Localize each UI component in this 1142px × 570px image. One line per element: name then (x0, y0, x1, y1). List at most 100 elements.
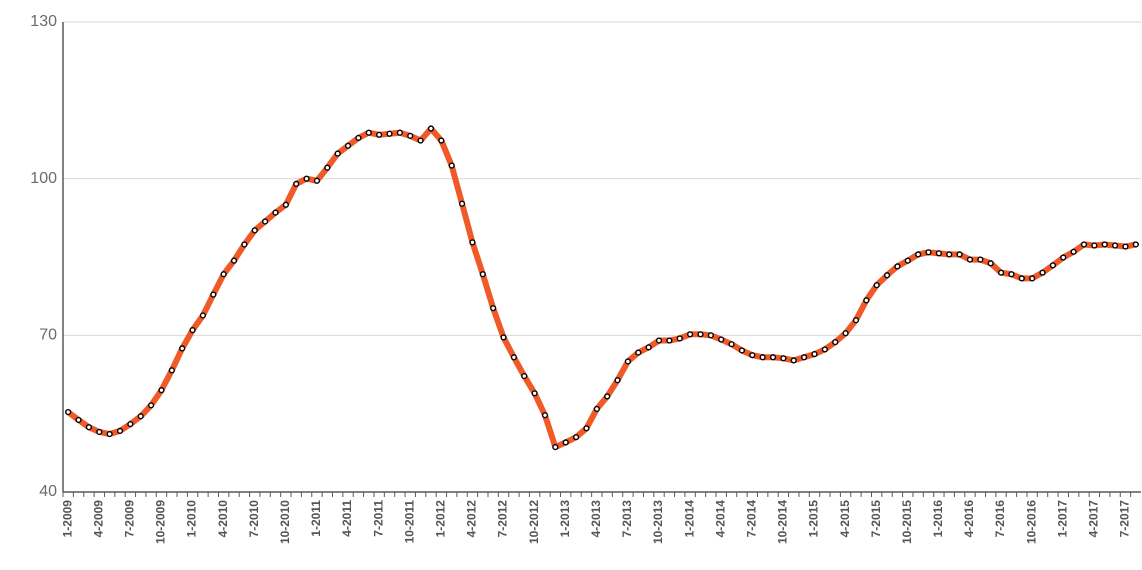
x-tick-label: 7-2016 (993, 500, 1007, 538)
x-tick-label: 7-2015 (869, 500, 883, 538)
data-point (718, 336, 725, 343)
data-point (386, 130, 393, 137)
data-point (645, 344, 652, 351)
data-point (1029, 275, 1036, 282)
data-point (293, 180, 300, 187)
data-point (697, 331, 704, 338)
data-point (220, 271, 227, 278)
data-point (749, 352, 756, 359)
x-tick-label: 10-2010 (278, 500, 292, 544)
data-point (65, 409, 72, 416)
data-point (407, 132, 414, 139)
data-point (635, 349, 642, 356)
data-point (251, 227, 258, 234)
data-point (801, 354, 808, 361)
data-point (106, 430, 113, 438)
x-tick-label: 1-2017 (1055, 500, 1069, 538)
data-point (842, 330, 849, 337)
data-point (199, 312, 207, 319)
data-point (376, 131, 383, 138)
data-point (1091, 242, 1098, 249)
data-point (282, 201, 289, 208)
data-point (977, 256, 984, 263)
data-point (1049, 262, 1056, 269)
data-point (1132, 241, 1139, 248)
data-point (521, 372, 528, 380)
data-point (500, 334, 507, 341)
x-tick-label: 7-2013 (620, 500, 634, 538)
data-point (179, 345, 186, 352)
x-tick-label: 4-2013 (589, 500, 603, 538)
data-point (894, 263, 901, 270)
data-point (883, 272, 891, 279)
data-point (127, 421, 134, 428)
data-point (241, 241, 248, 248)
data-point (448, 162, 455, 169)
x-tick-label: 1-2012 (434, 500, 448, 538)
data-point (490, 305, 497, 312)
data-point (531, 390, 538, 397)
x-tick-label: 7-2014 (744, 500, 758, 538)
data-point (987, 260, 994, 267)
data-point (230, 257, 238, 264)
data-point (925, 249, 932, 256)
y-tick-label: 70 (39, 327, 57, 344)
data-point (935, 250, 942, 257)
data-point (873, 282, 880, 289)
data-point (158, 387, 165, 394)
x-tick-label: 7-2009 (123, 500, 137, 538)
data-point (666, 337, 673, 344)
data-point (1122, 243, 1129, 250)
data-point (966, 256, 974, 263)
data-point (1018, 275, 1025, 282)
data-point (262, 218, 269, 225)
data-point (116, 427, 124, 435)
data-point (189, 327, 196, 334)
data-point (210, 291, 217, 298)
x-tick-label: 7-2017 (1118, 500, 1132, 538)
x-tick-label: 4-2016 (962, 500, 976, 538)
x-tick-label: 1-2016 (931, 500, 945, 538)
data-point (96, 428, 103, 436)
data-point (562, 439, 569, 446)
x-tick-label: 1-2011 (309, 500, 323, 537)
x-tick-label: 4-2012 (465, 500, 479, 538)
data-point (1008, 271, 1015, 278)
data-point (946, 251, 953, 258)
data-point (552, 443, 559, 451)
data-point (593, 405, 600, 413)
data-point (655, 337, 663, 344)
x-tick-label: 10-2011 (402, 500, 416, 544)
data-point (904, 257, 911, 264)
data-point (583, 425, 590, 432)
x-tick-label: 7-2011 (371, 500, 385, 537)
y-tick-label: 40 (39, 483, 57, 500)
data-point (85, 424, 93, 431)
x-tick-label: 4-2014 (713, 500, 727, 538)
data-point (458, 200, 466, 207)
data-point (769, 354, 777, 361)
data-point (355, 134, 362, 142)
data-point (510, 354, 517, 361)
x-tick-label: 1-2010 (185, 500, 199, 538)
data-point (728, 341, 735, 348)
data-point (997, 269, 1005, 276)
x-tick-label: 7-2010 (247, 500, 261, 538)
data-point (1039, 269, 1046, 276)
data-point (687, 331, 694, 338)
data-point (707, 332, 714, 339)
data-point (313, 177, 321, 184)
x-tick-label: 7-2012 (496, 500, 510, 538)
data-point (604, 393, 611, 400)
data-point (272, 209, 279, 216)
x-tick-label: 10-2009 (154, 500, 168, 544)
x-tick-label: 10-2014 (776, 500, 790, 544)
data-point (396, 129, 403, 136)
x-tick-label: 10-2012 (527, 500, 541, 544)
data-point (1070, 248, 1077, 255)
data-point (738, 347, 746, 354)
x-tick-label: 4-2009 (91, 500, 105, 538)
x-tick-label: 1-2009 (60, 500, 74, 538)
x-tick-label: 10-2015 (900, 500, 914, 544)
